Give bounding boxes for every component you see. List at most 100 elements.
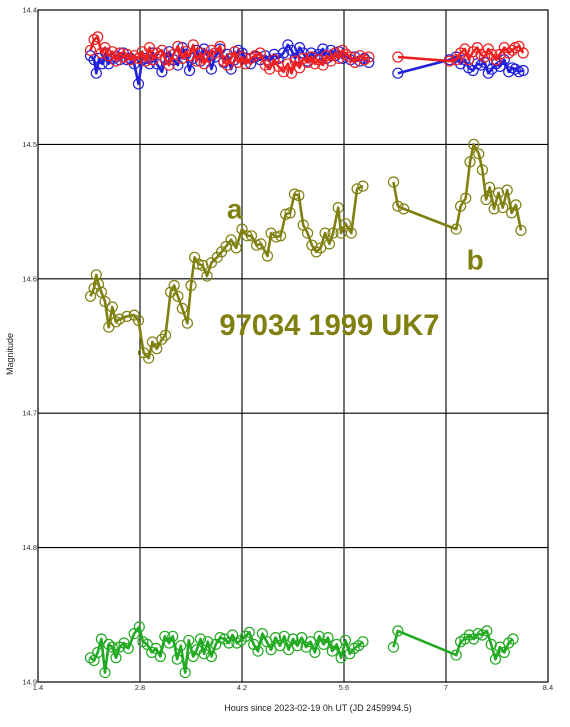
data-point bbox=[497, 202, 509, 214]
data-point bbox=[198, 648, 210, 660]
data-point bbox=[282, 58, 294, 70]
data-point bbox=[110, 316, 122, 328]
data-point bbox=[187, 650, 199, 663]
series-4 bbox=[84, 621, 519, 679]
y-axis-label: Magnitude bbox=[5, 333, 15, 375]
data-point bbox=[455, 200, 467, 212]
data-point bbox=[95, 286, 108, 298]
annotation-b: b bbox=[467, 244, 484, 275]
data-point bbox=[156, 333, 168, 345]
x-tick-label: 4.2 bbox=[237, 683, 247, 692]
data-point bbox=[357, 180, 369, 192]
data-point bbox=[198, 58, 210, 70]
data-point bbox=[319, 227, 331, 239]
data-point bbox=[467, 46, 479, 58]
data-point bbox=[103, 638, 115, 651]
data-point bbox=[229, 46, 241, 58]
data-point bbox=[183, 50, 196, 62]
data-point bbox=[476, 164, 488, 176]
data-point bbox=[475, 48, 487, 61]
y-tick-label: 14.9 bbox=[22, 678, 37, 687]
data-point bbox=[113, 313, 126, 325]
x-tick-label: 8.4 bbox=[543, 683, 553, 692]
data-point bbox=[225, 63, 237, 75]
data-point bbox=[339, 218, 352, 230]
data-point bbox=[92, 31, 104, 43]
data-point bbox=[288, 188, 301, 200]
series-2 bbox=[84, 31, 529, 79]
data-point bbox=[151, 343, 163, 355]
x-tick-label: 7 bbox=[444, 683, 448, 692]
data-point bbox=[159, 329, 172, 341]
data-point bbox=[506, 44, 518, 56]
data-point bbox=[183, 634, 195, 646]
data-point bbox=[113, 47, 126, 59]
data-point bbox=[243, 626, 255, 638]
data-point bbox=[302, 227, 314, 239]
data-point bbox=[255, 238, 267, 250]
data-point bbox=[99, 666, 111, 679]
data-point bbox=[240, 630, 252, 642]
data-point bbox=[189, 251, 201, 263]
data-point bbox=[294, 62, 306, 74]
data-point bbox=[392, 67, 404, 79]
data-point bbox=[156, 66, 168, 78]
data-point bbox=[176, 302, 188, 314]
plot-frame bbox=[37, 9, 549, 683]
data-point bbox=[176, 52, 188, 65]
data-point bbox=[175, 640, 187, 652]
data-point bbox=[387, 641, 400, 653]
data-point bbox=[468, 138, 480, 150]
data-point bbox=[167, 630, 179, 642]
data-point bbox=[392, 51, 404, 63]
data-point bbox=[221, 59, 233, 71]
data-point bbox=[181, 317, 193, 329]
tick-labels: 1.4 2.8 4.2 5.6 7 8.4 14.4 14.5 14.6 14.7 14.8 14.9 bbox=[22, 6, 553, 693]
data-point bbox=[171, 653, 183, 665]
data-point bbox=[140, 55, 152, 67]
data-point bbox=[90, 67, 102, 79]
data-point bbox=[124, 54, 137, 66]
data-point bbox=[187, 39, 199, 51]
data-point bbox=[293, 189, 305, 202]
y-tick-label: 14.7 bbox=[22, 409, 37, 418]
data-point bbox=[133, 621, 145, 633]
data-point bbox=[192, 258, 204, 270]
data-point bbox=[464, 156, 476, 168]
data-point bbox=[218, 55, 230, 67]
data-point bbox=[398, 203, 410, 215]
data-point bbox=[201, 270, 213, 282]
data-point bbox=[482, 67, 494, 79]
data-point bbox=[261, 250, 274, 262]
x-tick-label: 2.8 bbox=[135, 683, 145, 692]
data-point bbox=[172, 40, 184, 52]
data-point bbox=[332, 202, 344, 214]
data-point bbox=[230, 242, 242, 254]
data-point bbox=[88, 33, 100, 46]
data-point bbox=[450, 649, 462, 661]
data-point bbox=[336, 44, 349, 56]
data-point bbox=[323, 238, 335, 250]
data-point bbox=[387, 176, 400, 188]
data-point bbox=[106, 301, 118, 313]
series-3 bbox=[84, 138, 527, 364]
data-point bbox=[168, 279, 180, 292]
data-point bbox=[121, 310, 133, 322]
data-point bbox=[214, 631, 226, 644]
data-point bbox=[172, 290, 184, 302]
series-line bbox=[89, 625, 364, 674]
data-point bbox=[473, 148, 485, 160]
data-point bbox=[241, 230, 253, 242]
data-point bbox=[84, 44, 97, 56]
series-line bbox=[392, 143, 523, 231]
grid-lines bbox=[38, 10, 548, 682]
data-point bbox=[339, 634, 352, 646]
data-point bbox=[285, 67, 298, 79]
data-point bbox=[459, 43, 471, 55]
data-point bbox=[460, 192, 472, 204]
data-point bbox=[480, 193, 492, 206]
data-point bbox=[517, 47, 529, 59]
x-tick-label: 1.4 bbox=[33, 683, 43, 692]
data-point bbox=[156, 44, 168, 56]
